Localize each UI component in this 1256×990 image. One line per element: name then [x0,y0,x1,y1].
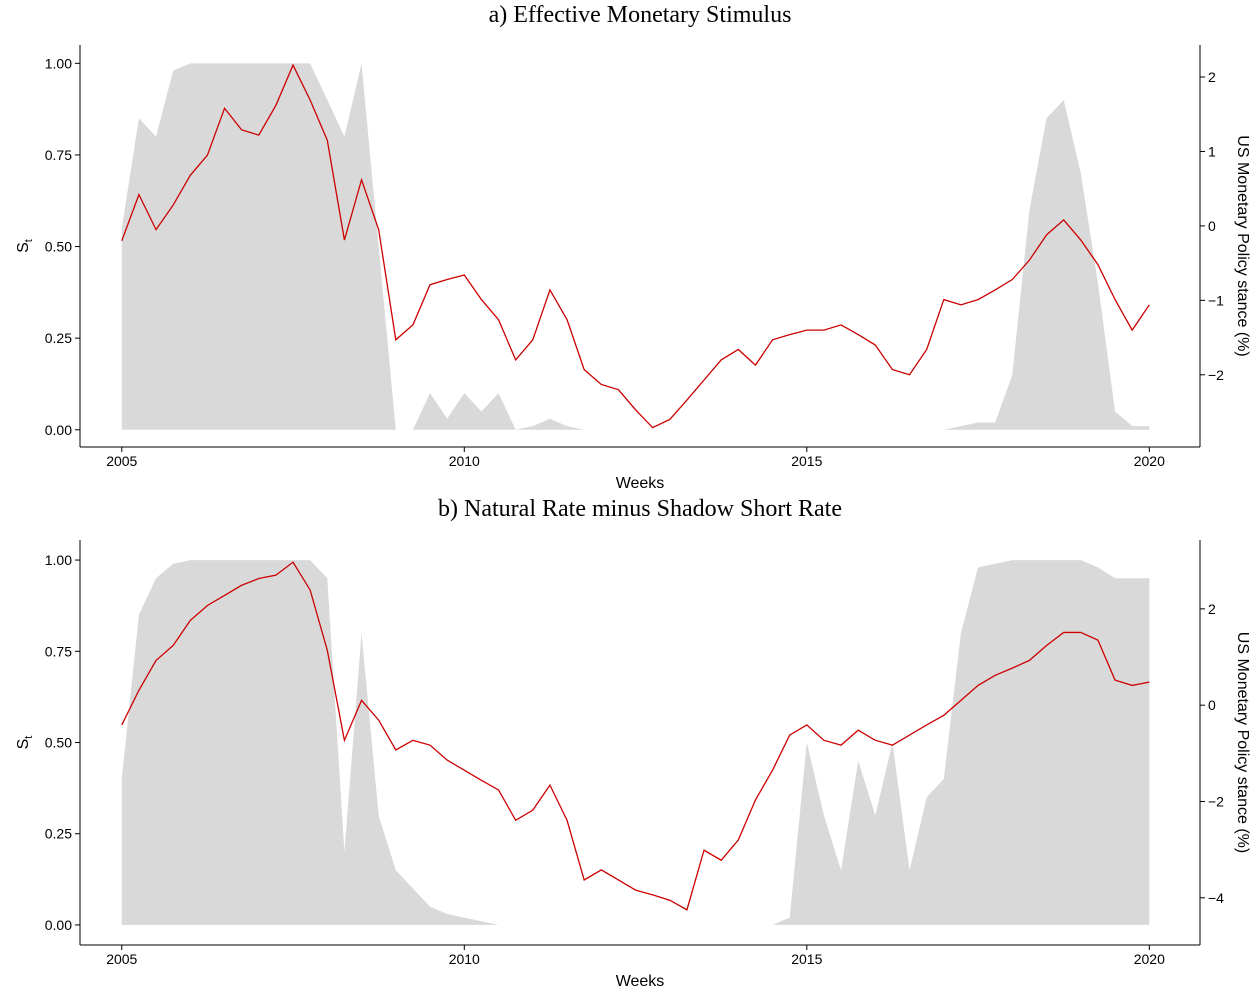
area [121,63,1150,430]
x-tick-label: 2020 [1134,951,1165,967]
x-tick-label: 2020 [1134,453,1165,469]
chart-title: b) Natural Rate minus Shadow Short Rate [438,496,842,522]
line [121,63,1150,429]
y2-tick-label: 0 [1208,218,1216,234]
y-tick-label: 1.00 [45,55,72,71]
area [121,560,1150,925]
y-axis-label-main: S [15,739,32,750]
x-tick-label: 2005 [106,951,137,967]
y2-tick-label: 2 [1208,601,1216,617]
y2-tick-label: 0 [1208,697,1216,713]
y2-tick-label: −4 [1208,890,1224,906]
y2-tick-label: −2 [1208,367,1224,383]
x-tick-label: 2015 [791,951,822,967]
y-tick-label: 1.00 [45,552,72,568]
y-tick-label: 0.50 [45,735,72,751]
y-axis-label: St [15,239,35,253]
y2-axis-label: US Monetary Policy stance (%) [1234,632,1251,853]
x-tick-label: 2010 [449,453,480,469]
y-tick-label: 0.00 [45,917,72,933]
y-tick-label: 0.25 [45,330,72,346]
y-tick-label: 0.00 [45,422,72,438]
y-tick-label: 0.50 [45,239,72,255]
line [121,561,1150,911]
x-axis-label: Weeks [616,475,665,492]
chart-title: a) Effective Monetary Stimulus [489,2,792,28]
y2-tick-label: 1 [1208,143,1216,159]
y-tick-label: 0.25 [45,826,72,842]
y2-tick-label: 2 [1208,69,1216,85]
y2-tick-label: −2 [1208,793,1224,809]
y-axis-label-sub: t [23,239,35,242]
x-tick-label: 2010 [449,951,480,967]
y-tick-label: 0.75 [45,147,72,163]
x-tick-label: 2015 [791,453,822,469]
x-tick-label: 2005 [106,453,137,469]
y-axis-label: St [15,736,35,750]
panel: b) Natural Rate minus Shadow Short Rate 2… [15,496,1251,990]
x-axis-label: Weeks [616,973,665,990]
y-tick-label: 0.75 [45,643,72,659]
y2-axis-label: US Monetary Policy stance (%) [1234,135,1251,356]
y-axis-label-main: S [15,242,32,253]
y2-tick-label: −1 [1208,292,1224,308]
y-axis-label-sub: t [23,736,35,739]
